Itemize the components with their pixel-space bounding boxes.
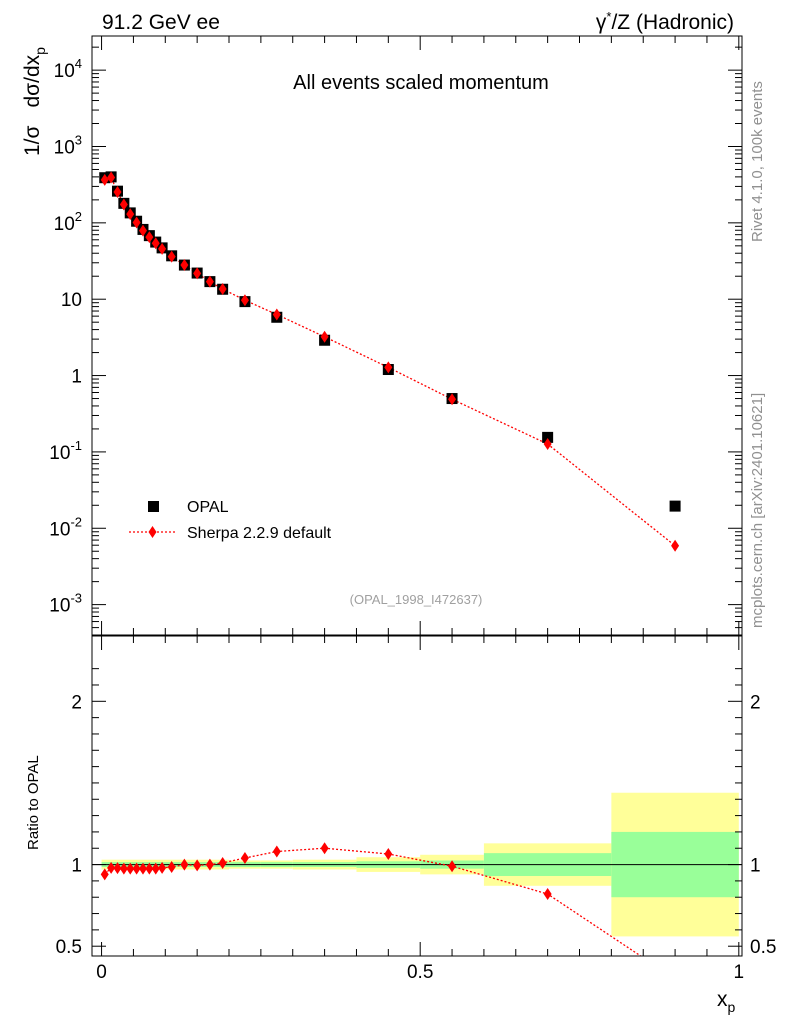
ratio-panel: 0.5 0.51 12 20 0.5 1 Ratio to OPAL xp [25,635,776,1015]
legend-label-sherpa: Sherpa 2.2.9 default [187,525,332,542]
ratio-point [138,862,147,875]
sherpa-point [193,267,202,280]
main-y-tick-label: 1 [71,367,82,388]
ratio-point [543,887,552,900]
x-tick-label: 0.5 [407,962,433,983]
header-left-title: 91.2 GeV ee [102,11,220,34]
sherpa-point [119,198,128,211]
ratio-point [384,847,393,860]
sherpa-point [100,173,109,186]
main-panel: 10-3 10-2 10-1 1 10 102 103 104 All events scal… [21,35,743,636]
ratio-point [167,861,176,874]
sherpa-line [104,176,676,547]
sherpa-point [272,308,281,321]
sherpa-point [448,393,457,406]
sherpa-point [384,361,393,374]
ratio-y-tick-label-right: 1 [750,856,761,877]
ratio-frame [91,635,743,957]
sherpa-point [113,185,122,198]
legend: OPAL Sherpa 2.2.9 default [129,499,332,542]
sherpa-point [132,216,141,229]
ratio-point [145,862,154,875]
main-y-tick-label: 102 [54,209,82,235]
ratio-point [671,973,679,985]
sherpa-point [138,224,147,237]
ratio-point [320,842,329,855]
legend-marker-opal [148,501,159,512]
opal-point [542,431,554,443]
legend-label-opal: OPAL [187,499,229,516]
main-y-tick-label: 104 [54,56,82,82]
main-y-tick-label: 10-2 [49,514,82,540]
main-y-tick-label: 10-3 [49,591,82,617]
ratio-y-axis-label: Ratio to OPAL [25,755,42,850]
ratio-point [218,856,227,869]
side-label-mcplots: mcplots.cern.ch [arXiv:2401.10621] [749,393,766,628]
sherpa-point [543,437,552,450]
ratio-y-tick-label-left: 2 [71,692,82,713]
sherpa-point [240,294,249,307]
ratio-point [448,860,457,873]
sherpa-point [180,259,189,272]
main-y-tick-label: 10 [61,290,82,311]
ratio-point [107,861,116,874]
ratio-point [205,858,214,871]
sherpa-point [145,231,154,244]
ratio-point [113,862,122,875]
x-axis-label: xp [717,988,736,1015]
side-label-rivet: Rivet 4.1.0, 100k events [749,81,766,242]
ratio-y-tick-label-left: 1 [71,856,82,877]
sherpa-point [158,242,167,255]
sherpa-point [151,237,160,250]
header-right-title: γ*/Z (Hadronic) [596,9,734,34]
ratio-y-tick-label-right: 0.5 [750,937,776,958]
sherpa-point [107,171,116,184]
ratio-point [126,862,135,875]
legend-marker-sherpa [148,526,157,538]
ratio-point [158,861,167,874]
ratio-point [119,862,128,875]
ratio-y-tick-label-left: 0.5 [56,937,82,958]
sherpa-point [671,539,680,552]
main-y-tick-label: 10-1 [49,438,82,464]
ratio-point [240,852,249,865]
ratio-point [132,862,141,875]
sherpa-point [320,330,329,343]
ratio-point [272,845,281,858]
x-tick-label: 0 [96,962,107,983]
chart-title: All events scaled momentum [293,72,549,94]
main-y-axis-label: 1/σdσ/dxp [21,47,48,156]
analysis-id: (OPAL_1998_I472637) [350,592,483,607]
sherpa-point [126,208,135,221]
ratio-point [151,862,160,875]
ratio-point [193,859,202,872]
ratio-y-tick-label-right: 2 [750,692,761,713]
sherpa-point [167,250,176,263]
main-y-tick-label: 103 [54,132,82,158]
ratio-point [100,868,109,881]
opal-point [669,500,681,512]
ratio-point [180,858,189,871]
x-tick-label: 1 [734,962,745,983]
sherpa-point [205,275,214,288]
main-frame [91,35,743,636]
sherpa-point [218,283,227,296]
